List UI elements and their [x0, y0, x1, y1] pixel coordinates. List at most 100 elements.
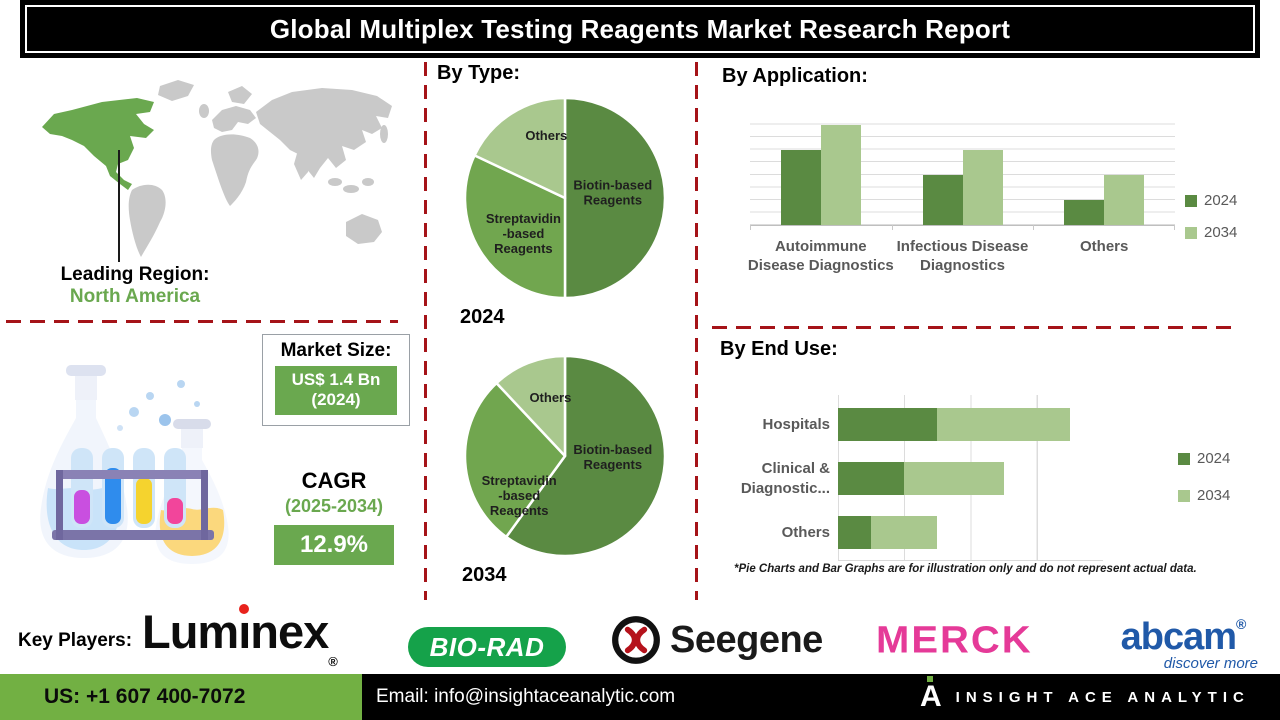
- map-north-america-highlight: [42, 98, 154, 190]
- pie-chart-by-type-2034: Biotin-based Reagents Streptavidin -based Re…: [461, 352, 669, 560]
- bubble: [159, 414, 171, 426]
- map-europe: [212, 86, 256, 132]
- bubble: [117, 425, 123, 431]
- pie-caption-2034: 2034: [462, 564, 507, 586]
- map-island: [343, 185, 359, 193]
- pie-chart-by-type-2024: Biotin-based Reagents Streptavidin -based Re…: [461, 94, 669, 302]
- leading-region-label: Leading Region:: [60, 264, 210, 285]
- legend-swatch-icon: [1178, 489, 1190, 502]
- pie-slice-others: [473, 96, 567, 200]
- pie-label-biotin: Biotin-based Reagents: [573, 442, 652, 472]
- pie-slice-biotin: [504, 354, 667, 558]
- insight-ace-a-icon: A: [920, 676, 942, 712]
- page-title: Global Multiplex Testing Reagents Market…: [269, 13, 1011, 44]
- market-size-value-box: US$ 1.4 Bn (2024): [275, 366, 397, 415]
- insight-ace-analytic-logo: A INSIGHT ACE ANALYTIC: [920, 674, 1250, 720]
- section-header-by-type: By Type:: [437, 62, 520, 84]
- bar-2034-autoimmune-disease-diagnostics: [820, 124, 861, 225]
- stack-2034-others: [871, 516, 938, 549]
- luminex-logo: Lumı nex®: [142, 604, 338, 669]
- legend-swatch-icon: [1178, 452, 1190, 465]
- pie-label-streptavidin: Streptavidin -based Reagents: [482, 473, 557, 518]
- title-bar: Global Multiplex Testing Reagents Market…: [20, 0, 1260, 58]
- bar-chart-x-axis-labels: Autoimmune Disease Diagnostics Infectious …: [748, 237, 1175, 293]
- pie-label-others: Others: [529, 390, 571, 405]
- bubble: [146, 392, 154, 400]
- pie-slice-streptavidin: [463, 154, 567, 300]
- leading-region-block: Leading Region: North America: [20, 264, 250, 308]
- pie-slice-biotin: [563, 96, 667, 300]
- bubble: [177, 380, 185, 388]
- bar-2024-autoimmune-disease-diagnostics: [780, 149, 821, 225]
- legend-swatch-icon: [1185, 226, 1197, 239]
- seegene-chromosome-icon: [612, 616, 660, 664]
- pie-label-streptavidin: Streptavidin -based Reagents: [486, 211, 561, 256]
- y-axis-label: Hospitals: [762, 415, 830, 433]
- pie-slice-others: [495, 354, 567, 458]
- bar-chart-legend: 2024 2034: [1185, 192, 1237, 256]
- footer-brand-text: INSIGHT ACE ANALYTIC: [955, 688, 1250, 706]
- market-size-label: Market Size:: [280, 340, 392, 361]
- luminex-text: Lum: [142, 605, 239, 658]
- x-axis-label: Others: [1080, 238, 1129, 255]
- legend-label: 2034: [1197, 487, 1231, 504]
- stack-2024-hospitals: [838, 408, 938, 441]
- cagr-period: (2025-2034): [284, 496, 384, 516]
- axis-tick: [1033, 225, 1035, 230]
- registered-mark-icon: ®: [1236, 616, 1246, 632]
- bar-2034-infectious-disease-diagnostics: [962, 149, 1003, 225]
- footer-email: Email: info@insightaceanalytic.com: [376, 686, 676, 707]
- bar-chart-by-application: [750, 112, 1175, 230]
- flask-right-neck: [181, 424, 203, 448]
- divider-right-horizontal: [712, 326, 1232, 329]
- bar-2024-infectious-disease-diagnostics: [922, 174, 963, 225]
- map-greenland: [158, 80, 194, 101]
- test-tube-liquid-magenta: [74, 490, 90, 524]
- stack-2024-clinical-diagnostic-: [838, 462, 905, 495]
- stacked-bar-chart-legend: 2024 2034: [1178, 450, 1230, 524]
- y-axis-label: Others: [781, 523, 830, 541]
- test-tube-liquid-blue: [105, 468, 121, 524]
- bio-rad-logo: BIO-RAD: [408, 627, 566, 667]
- legend-item-2034: 2034: [1178, 487, 1230, 504]
- luminex-red-dot-icon: [239, 604, 250, 614]
- map-india: [294, 150, 312, 180]
- logo-green-dot-icon: [927, 676, 933, 682]
- pie-label-others: Others: [525, 128, 567, 143]
- divider-vertical-left: [424, 62, 427, 600]
- section-header-by-end-use: By End Use:: [720, 338, 838, 360]
- pie-caption-2024: 2024: [460, 306, 505, 328]
- test-tube-rack: [52, 470, 214, 540]
- bubble: [194, 401, 200, 407]
- lab-flasks-illustration: [40, 365, 229, 564]
- footer-phone: US: +1 607 400-7072: [44, 685, 246, 708]
- disclaimer-footnote: *Pie Charts and Bar Graphs are for illus…: [734, 563, 1197, 575]
- map-australia: [346, 214, 382, 244]
- legend-item-2024: 2024: [1178, 450, 1230, 467]
- map-island: [362, 178, 374, 186]
- axis-tick: [891, 225, 893, 230]
- region-pointer-line: [118, 150, 120, 262]
- seegene-logo: Seegene: [610, 614, 823, 666]
- legend-item-2034: 2034: [1185, 224, 1237, 241]
- map-south-america: [128, 184, 166, 257]
- market-size-year: (2024): [311, 390, 361, 409]
- market-size-value: US$ 1.4 Bn: [291, 370, 381, 389]
- bar-2024-others: [1064, 199, 1105, 225]
- stack-2024-others: [838, 516, 872, 549]
- flask-right-stopper: [173, 419, 211, 429]
- test-tube-rack-tubes: [71, 448, 186, 528]
- y-axis-label: Clinical & Diagnostic...: [740, 459, 830, 497]
- pie-label-biotin: Biotin-based Reagents: [573, 178, 652, 208]
- leading-region-value: North America: [69, 286, 201, 307]
- stacked-bar-chart-category-labels: Hospitals Clinical & Diagnostic... Others: [690, 395, 830, 560]
- map-japan: [380, 125, 388, 143]
- axis-tick: [1174, 225, 1175, 230]
- x-axis-label: Autoimmune Disease Diagnostics: [747, 238, 894, 274]
- cagr-value: 12.9%: [299, 531, 369, 558]
- map-uk: [199, 104, 209, 118]
- merck-logo: MERCK: [876, 619, 1033, 661]
- bubble: [129, 407, 139, 417]
- test-tube-liquid-pink: [167, 498, 183, 524]
